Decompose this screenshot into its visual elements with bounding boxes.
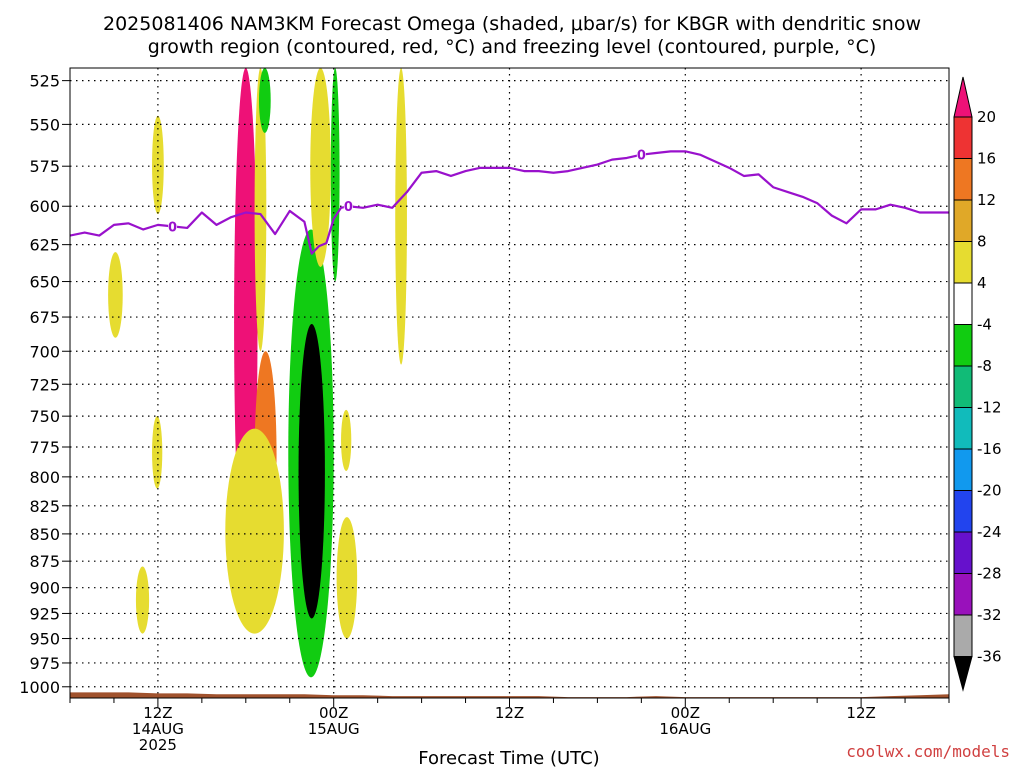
y-tick-label-550: 550 (29, 115, 60, 134)
colorbar-bin-8 (953, 407, 973, 450)
y-tick-label-525: 525 (29, 72, 60, 91)
freezing-level-layer: 0 0 0 (70, 147, 949, 255)
freezing-level-label-bg-0 (168, 219, 178, 234)
colorbar-tick-label-8: -16 (977, 440, 1002, 458)
x-tick-label-0-2: 2025 (139, 736, 177, 754)
terrain-layer (70, 692, 949, 698)
omega-shading (108, 68, 407, 678)
freezing-level-label-1: 0 (344, 200, 353, 215)
colorbar-bin-3 (953, 199, 973, 242)
y-tick-label-700: 700 (29, 342, 60, 361)
omega-feature-updraft-yellow-upper (254, 68, 267, 352)
colorbar-bin-5 (953, 282, 973, 325)
x-axis-label: Forecast Time (UTC) (418, 748, 599, 768)
y-tick-label-600: 600 (29, 197, 60, 216)
omega-feature-downdraft-green-upper (258, 68, 271, 133)
x-tick-label-1-0: 00Z (319, 704, 348, 722)
colorbar-tick-label-0: 20 (977, 108, 996, 126)
y-tick-label-850: 850 (29, 525, 60, 544)
freezing-level-label-0: 0 (168, 220, 177, 235)
y-axis: 525 550 575 600 625 650 675 700 725 750 775 800 825 8… (19, 72, 70, 697)
freezing-level-label-bg-1 (343, 199, 353, 214)
omega-feature-updraft-yellow-tall (395, 68, 407, 365)
colorbar-tick-label-2: 12 (977, 191, 996, 209)
freezing-level-label-2: 0 (637, 149, 646, 164)
y-tick-label-1000: 1000 (19, 678, 60, 697)
colorbar-tick-label-13: -36 (977, 648, 1002, 666)
y-tick-label-650: 650 (29, 273, 60, 292)
freezing-level-line (70, 150, 949, 255)
y-tick-label-750: 750 (29, 407, 60, 426)
colorbar-tick-label-9: -20 (977, 482, 1002, 500)
colorbar-tick-label-4: 4 (977, 274, 987, 292)
colorbar-tick-label-10: -24 (977, 523, 1002, 541)
x-tick-label-2-0: 12Z (495, 704, 524, 722)
chart-title-line2: growth region (contoured, red, °C) and f… (148, 36, 877, 58)
colorbar-tick-label-3: 8 (977, 233, 987, 251)
omega-feature-updraft-yellow-south (336, 517, 358, 639)
omega-feature-downdraft-core (298, 323, 325, 619)
y-tick-label-975: 975 (29, 654, 60, 673)
chart-title-line1: 2025081406 NAM3KM Forecast Omega (shaded… (103, 13, 921, 35)
plot-background (70, 68, 949, 698)
y-tick-label-800: 800 (29, 468, 60, 487)
x-tick-label-0-0: 12Z (143, 704, 172, 722)
x-tick-label-4-0: 12Z (846, 704, 875, 722)
colorbar-bin-13 (953, 614, 973, 657)
y-tick-label-625: 625 (29, 236, 60, 255)
grid-lines (70, 68, 949, 698)
colorbar-bin-6 (953, 324, 973, 367)
colorbar-bin-2 (953, 158, 973, 201)
colorbar-bin-9 (953, 448, 973, 491)
freezing-level-label-bg-2 (636, 147, 646, 162)
y-tick-label-725: 725 (29, 375, 60, 394)
terrain-fill (70, 692, 949, 698)
y-tick-label-675: 675 (29, 308, 60, 327)
x-tick-label-3-0: 00Z (671, 704, 700, 722)
colorbar-tick-label-7: -12 (977, 399, 1002, 417)
colorbar-bin-7 (953, 365, 973, 408)
colorbar-bin-4 (953, 241, 973, 284)
x-tick-label-0-1: 14AUG (132, 720, 184, 738)
colorbar-bin-1 (953, 116, 973, 159)
colorbar-bin-bottom-arrow (953, 656, 973, 692)
y-tick-label-875: 875 (29, 552, 60, 571)
colorbar-bin-12 (953, 573, 973, 616)
credit-text[interactable]: coolwx.com/models (846, 742, 1010, 761)
omega-feature-downdraft-narrow-15aug (330, 68, 340, 282)
colorbar-tick-label-6: -8 (977, 357, 992, 375)
y-tick-label-775: 775 (29, 438, 60, 457)
colorbar-bin-10 (953, 490, 973, 533)
omega-feature-updraft-yellow-mid (341, 409, 352, 471)
colorbar: 20 16 12 8 4 -4 -8 -12 -16 -20 -24 -28 -32 -36 (953, 76, 1002, 692)
y-tick-label-925: 925 (29, 604, 60, 623)
y-tick-label-900: 900 (29, 579, 60, 598)
omega-feature-updraft-narrow-15aug (310, 68, 331, 267)
x-tick-label-3-1: 16AUG (659, 720, 711, 738)
y-tick-label-950: 950 (29, 630, 60, 649)
colorbar-bin-11 (953, 531, 973, 574)
colorbar-bin-top-arrow (953, 76, 973, 118)
colorbar-tick-label-12: -32 (977, 606, 1002, 624)
omega-feature-updraft-yellow-envelope (225, 428, 284, 634)
omega-feature-updraft-yellow-early-low (152, 416, 163, 489)
colorbar-tick-label-1: 16 (977, 150, 996, 168)
plot-area: 0 0 0 (70, 68, 949, 698)
omega-feature-updraft-yellow-early-mid (108, 252, 123, 338)
colorbar-tick-label-11: -28 (977, 565, 1002, 583)
x-tick-label-1-1: 15AUG (308, 720, 360, 738)
colorbar-tick-label-5: -4 (977, 316, 992, 334)
y-tick-label-575: 575 (29, 157, 60, 176)
y-tick-label-825: 825 (29, 497, 60, 516)
omega-feature-updraft-yellow-early-bottom (135, 566, 150, 634)
